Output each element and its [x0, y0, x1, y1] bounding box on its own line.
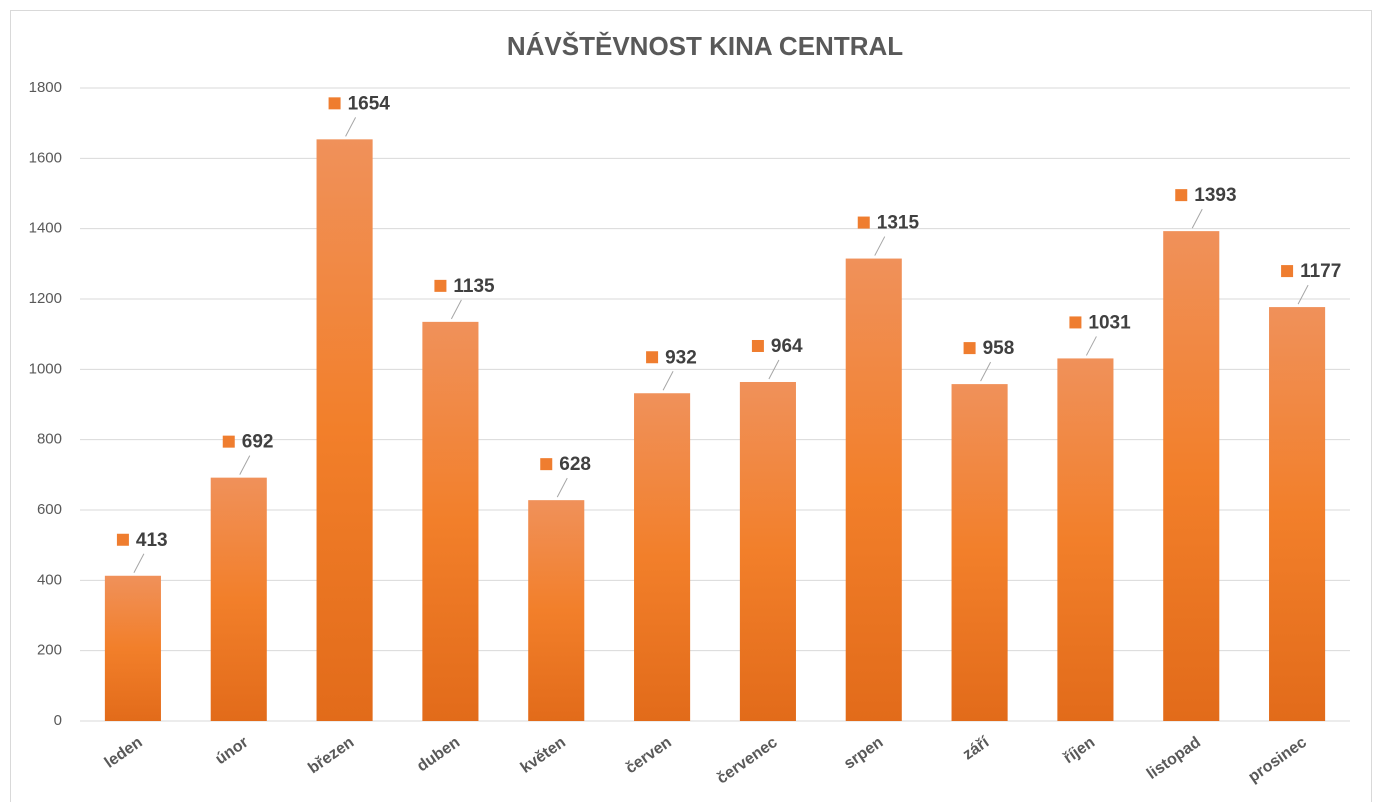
- y-tick-label: 1200: [29, 290, 62, 307]
- label-marker: [222, 435, 235, 448]
- data-label: 1654: [348, 93, 391, 114]
- leader-line: [662, 371, 674, 391]
- leader-line: [1297, 284, 1309, 305]
- data-label: 1135: [453, 276, 495, 297]
- data-label: 628: [559, 454, 591, 475]
- leader-line: [874, 236, 886, 256]
- bar: [104, 575, 161, 721]
- chart-title: NÁVŠTĚVNOST KINA CENTRAL: [507, 31, 903, 61]
- data-label: 692: [242, 432, 274, 453]
- leader-line: [133, 553, 145, 573]
- data-label: 1177: [1300, 261, 1341, 282]
- y-tick-label: 1600: [29, 149, 62, 166]
- label-marker: [646, 351, 659, 364]
- bar: [739, 381, 796, 721]
- data-label: 964: [771, 336, 803, 357]
- bar: [1057, 358, 1114, 721]
- leader-line: [345, 117, 357, 137]
- label-marker: [1281, 265, 1294, 278]
- leader-line: [450, 299, 462, 320]
- bar: [845, 258, 902, 721]
- label-marker: [751, 339, 764, 352]
- leader-line: [768, 359, 780, 380]
- bar: [1163, 231, 1220, 721]
- bar: [528, 500, 585, 721]
- data-label: 932: [665, 347, 697, 368]
- bar: [422, 321, 479, 721]
- y-tick-label: 1400: [29, 220, 62, 237]
- y-tick-label: 600: [37, 501, 62, 518]
- y-tick-label: 1000: [29, 360, 62, 377]
- bar: [1269, 307, 1326, 721]
- label-marker: [857, 216, 870, 229]
- bar: [316, 139, 373, 722]
- label-marker: [1069, 316, 1082, 329]
- bar: [951, 384, 1008, 721]
- leader-line: [1085, 336, 1097, 356]
- y-tick-label: 400: [37, 571, 62, 588]
- label-marker: [540, 458, 553, 471]
- label-marker: [434, 279, 447, 292]
- bar: [634, 393, 691, 721]
- bar: [210, 477, 267, 721]
- data-label: 1315: [877, 213, 920, 234]
- leader-line: [556, 477, 568, 498]
- data-label: 958: [983, 338, 1015, 359]
- data-label: 1031: [1088, 312, 1131, 333]
- label-marker: [1175, 189, 1188, 202]
- label-marker: [116, 533, 129, 546]
- y-tick-label: 0: [54, 712, 62, 729]
- data-label: 1393: [1194, 185, 1236, 206]
- leader-line: [980, 361, 992, 382]
- y-tick-label: 800: [37, 431, 62, 448]
- label-marker: [963, 342, 976, 355]
- leader-line: [239, 455, 251, 475]
- label-marker: [328, 97, 341, 110]
- y-tick-label: 200: [37, 642, 62, 659]
- data-label: 413: [136, 530, 168, 551]
- leader-line: [1191, 208, 1203, 229]
- y-tick-label: 1800: [29, 79, 62, 96]
